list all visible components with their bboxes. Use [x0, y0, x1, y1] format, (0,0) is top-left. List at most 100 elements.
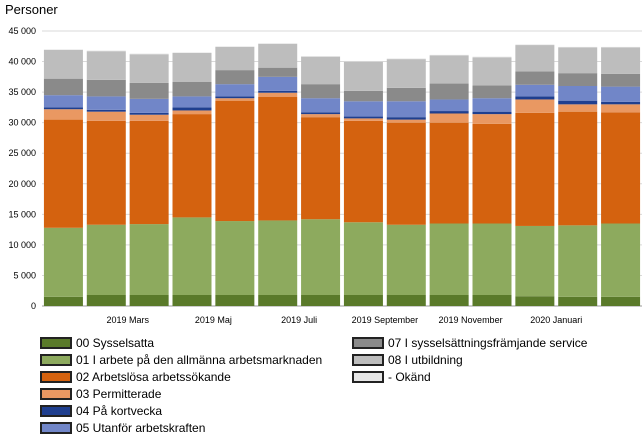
bar-segment	[472, 111, 512, 115]
bar-segment	[215, 295, 255, 306]
bar-segment	[172, 110, 212, 115]
bar-segment	[215, 70, 255, 85]
bar-segment	[86, 109, 126, 112]
bar-segment	[215, 221, 255, 295]
bar-segment	[86, 51, 126, 80]
bar-segment	[601, 47, 641, 74]
legend-swatch	[352, 371, 384, 383]
bar-segment	[429, 223, 469, 295]
bar-segment	[601, 112, 641, 224]
bar-segment	[343, 101, 383, 117]
bar-segment	[343, 118, 383, 121]
bar-segment	[601, 296, 641, 306]
legend-label: - Okänd	[388, 370, 431, 384]
legend-item: - Okänd	[352, 370, 431, 384]
bar-segment	[472, 123, 512, 224]
bar-segment	[129, 112, 169, 115]
bar-segment	[515, 84, 555, 97]
y-tick-label: 25 000	[8, 148, 36, 158]
bar-segment	[386, 58, 426, 60]
bar-segment	[301, 295, 341, 306]
bar-segment	[215, 46, 255, 47]
bar-segment	[43, 109, 83, 120]
bar-segment	[601, 73, 641, 87]
bar-segment	[172, 52, 212, 53]
legend-label: 00 Sysselsatta	[76, 336, 155, 350]
bar-segment	[129, 224, 169, 295]
bar-segment	[301, 84, 341, 99]
bar-segment	[601, 46, 641, 48]
bar-segment	[472, 56, 512, 58]
bar-segment	[215, 84, 255, 97]
bar-segment	[558, 225, 598, 297]
bar-segment	[386, 224, 426, 295]
bar-segment	[43, 49, 83, 50]
y-axis: 0 5 000 10 000 15 000 20 000 25 000 30 000 35 0…	[8, 26, 36, 311]
bar-segment	[172, 81, 212, 97]
bar-segment	[258, 97, 298, 221]
bar-segment	[429, 111, 469, 114]
legend-swatch	[40, 337, 72, 349]
bar-segment	[301, 112, 341, 115]
bar-segment	[215, 98, 255, 101]
bar-segment	[343, 116, 383, 119]
bar-segment	[386, 117, 426, 120]
bar-segment	[515, 45, 555, 72]
bar-segment	[515, 96, 555, 100]
bar-segment	[43, 95, 83, 108]
bar-segment	[129, 114, 169, 121]
bar-segment	[86, 79, 126, 97]
y-tick-label: 35 000	[8, 87, 36, 97]
legend-swatch	[40, 422, 72, 434]
bar-segment	[343, 60, 383, 62]
legend-label: 02 Arbetslösa arbetssökande	[76, 370, 231, 384]
legend-item: 03 Permitterade	[40, 387, 161, 401]
bar-segment	[343, 120, 383, 223]
bar-segment	[86, 111, 126, 121]
bar-segment	[515, 296, 555, 306]
bar-segment	[258, 43, 298, 44]
bar-segment	[386, 101, 426, 118]
bar-segment	[515, 112, 555, 226]
bar-segment	[386, 87, 426, 102]
bar-segment	[472, 85, 512, 99]
bar-segment	[86, 224, 126, 295]
bar-segment	[601, 104, 641, 113]
bar-segment	[43, 49, 83, 79]
bar-segment	[472, 98, 512, 112]
bar-segment	[129, 98, 169, 113]
bar-segment	[129, 54, 169, 83]
x-tick-label: 2019 Mars	[106, 315, 149, 325]
bar-segment	[258, 76, 298, 91]
x-tick-label: 2020 Januari	[530, 315, 582, 325]
bar-segment	[429, 83, 469, 100]
bar-segment	[129, 120, 169, 225]
bar-segment	[472, 295, 512, 306]
bar-segment	[43, 107, 83, 110]
bar-segment	[215, 100, 255, 222]
bar-segment	[172, 295, 212, 306]
x-tick-label: 2019 Maj	[195, 315, 232, 325]
bar-segment	[215, 46, 255, 71]
bar-segment	[258, 90, 298, 93]
bar-segment	[215, 96, 255, 99]
bar-segment	[558, 46, 598, 48]
legend-label: 03 Permitterade	[76, 387, 162, 401]
bar-segment	[515, 225, 555, 297]
bar-segment	[601, 86, 641, 102]
stacked-bar-chart: 0 5 000 10 000 15 000 20 000 25 000 30 000 35 0…	[8, 26, 642, 325]
bar-segment	[343, 295, 383, 306]
bar-segment	[172, 53, 212, 82]
legend-label: 01 I arbete på den allmänna arbetsmarkna…	[76, 353, 323, 367]
bar-segment	[43, 78, 83, 96]
bar-segment	[601, 101, 641, 105]
bar-segment	[386, 59, 426, 88]
bar-segment	[515, 99, 555, 113]
bar-segment	[301, 56, 341, 85]
y-tick-label: 15 000	[8, 209, 36, 219]
bar-segment	[429, 122, 469, 224]
legend-item: 07 I sysselsättningsfrämjande service	[352, 336, 587, 350]
legend-item: 00 Sysselsatta	[40, 336, 154, 350]
legend-item: 04 På kortvecka	[40, 404, 162, 418]
bar-segment	[429, 54, 469, 56]
